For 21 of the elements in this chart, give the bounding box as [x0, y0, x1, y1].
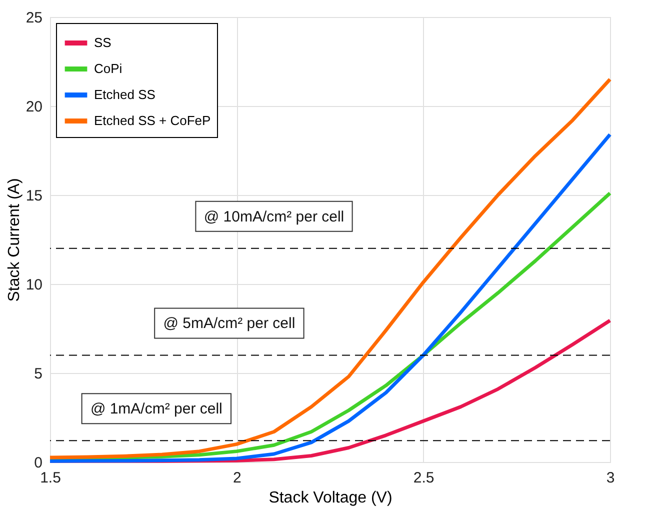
- y-tick-label: 5: [34, 366, 42, 382]
- line-series: [48, 78, 612, 460]
- ref-line-label: @ 5mA/cm² per cell: [163, 315, 296, 332]
- legend-label: SS: [94, 35, 112, 50]
- y-tick-label: 25: [26, 10, 42, 26]
- y-tick-label: 0: [34, 454, 42, 472]
- x-axis-title: Stack Voltage (V): [268, 490, 392, 506]
- ref-line-label: @ 10mA/cm² per cell: [204, 208, 344, 226]
- line-series: [48, 132, 612, 463]
- legend-label: Etched SS + CoFeP: [94, 113, 211, 128]
- y-tick-label: 10: [26, 276, 42, 294]
- ref-line-label: @ 1mA/cm² per cell: [90, 400, 222, 418]
- y-axis-title: Stack Current (A): [6, 178, 23, 302]
- legend-label: Etched SS: [94, 87, 156, 102]
- x-tick-label: 2.5: [413, 470, 434, 486]
- y-tick-label: 15: [26, 188, 42, 204]
- x-tick-label: 1.5: [40, 470, 61, 486]
- legend-label: CoPi: [94, 61, 122, 76]
- y-tick-label: 20: [26, 98, 42, 116]
- x-tick-label: 2: [232, 470, 242, 486]
- x-tick-label: 3: [606, 470, 615, 486]
